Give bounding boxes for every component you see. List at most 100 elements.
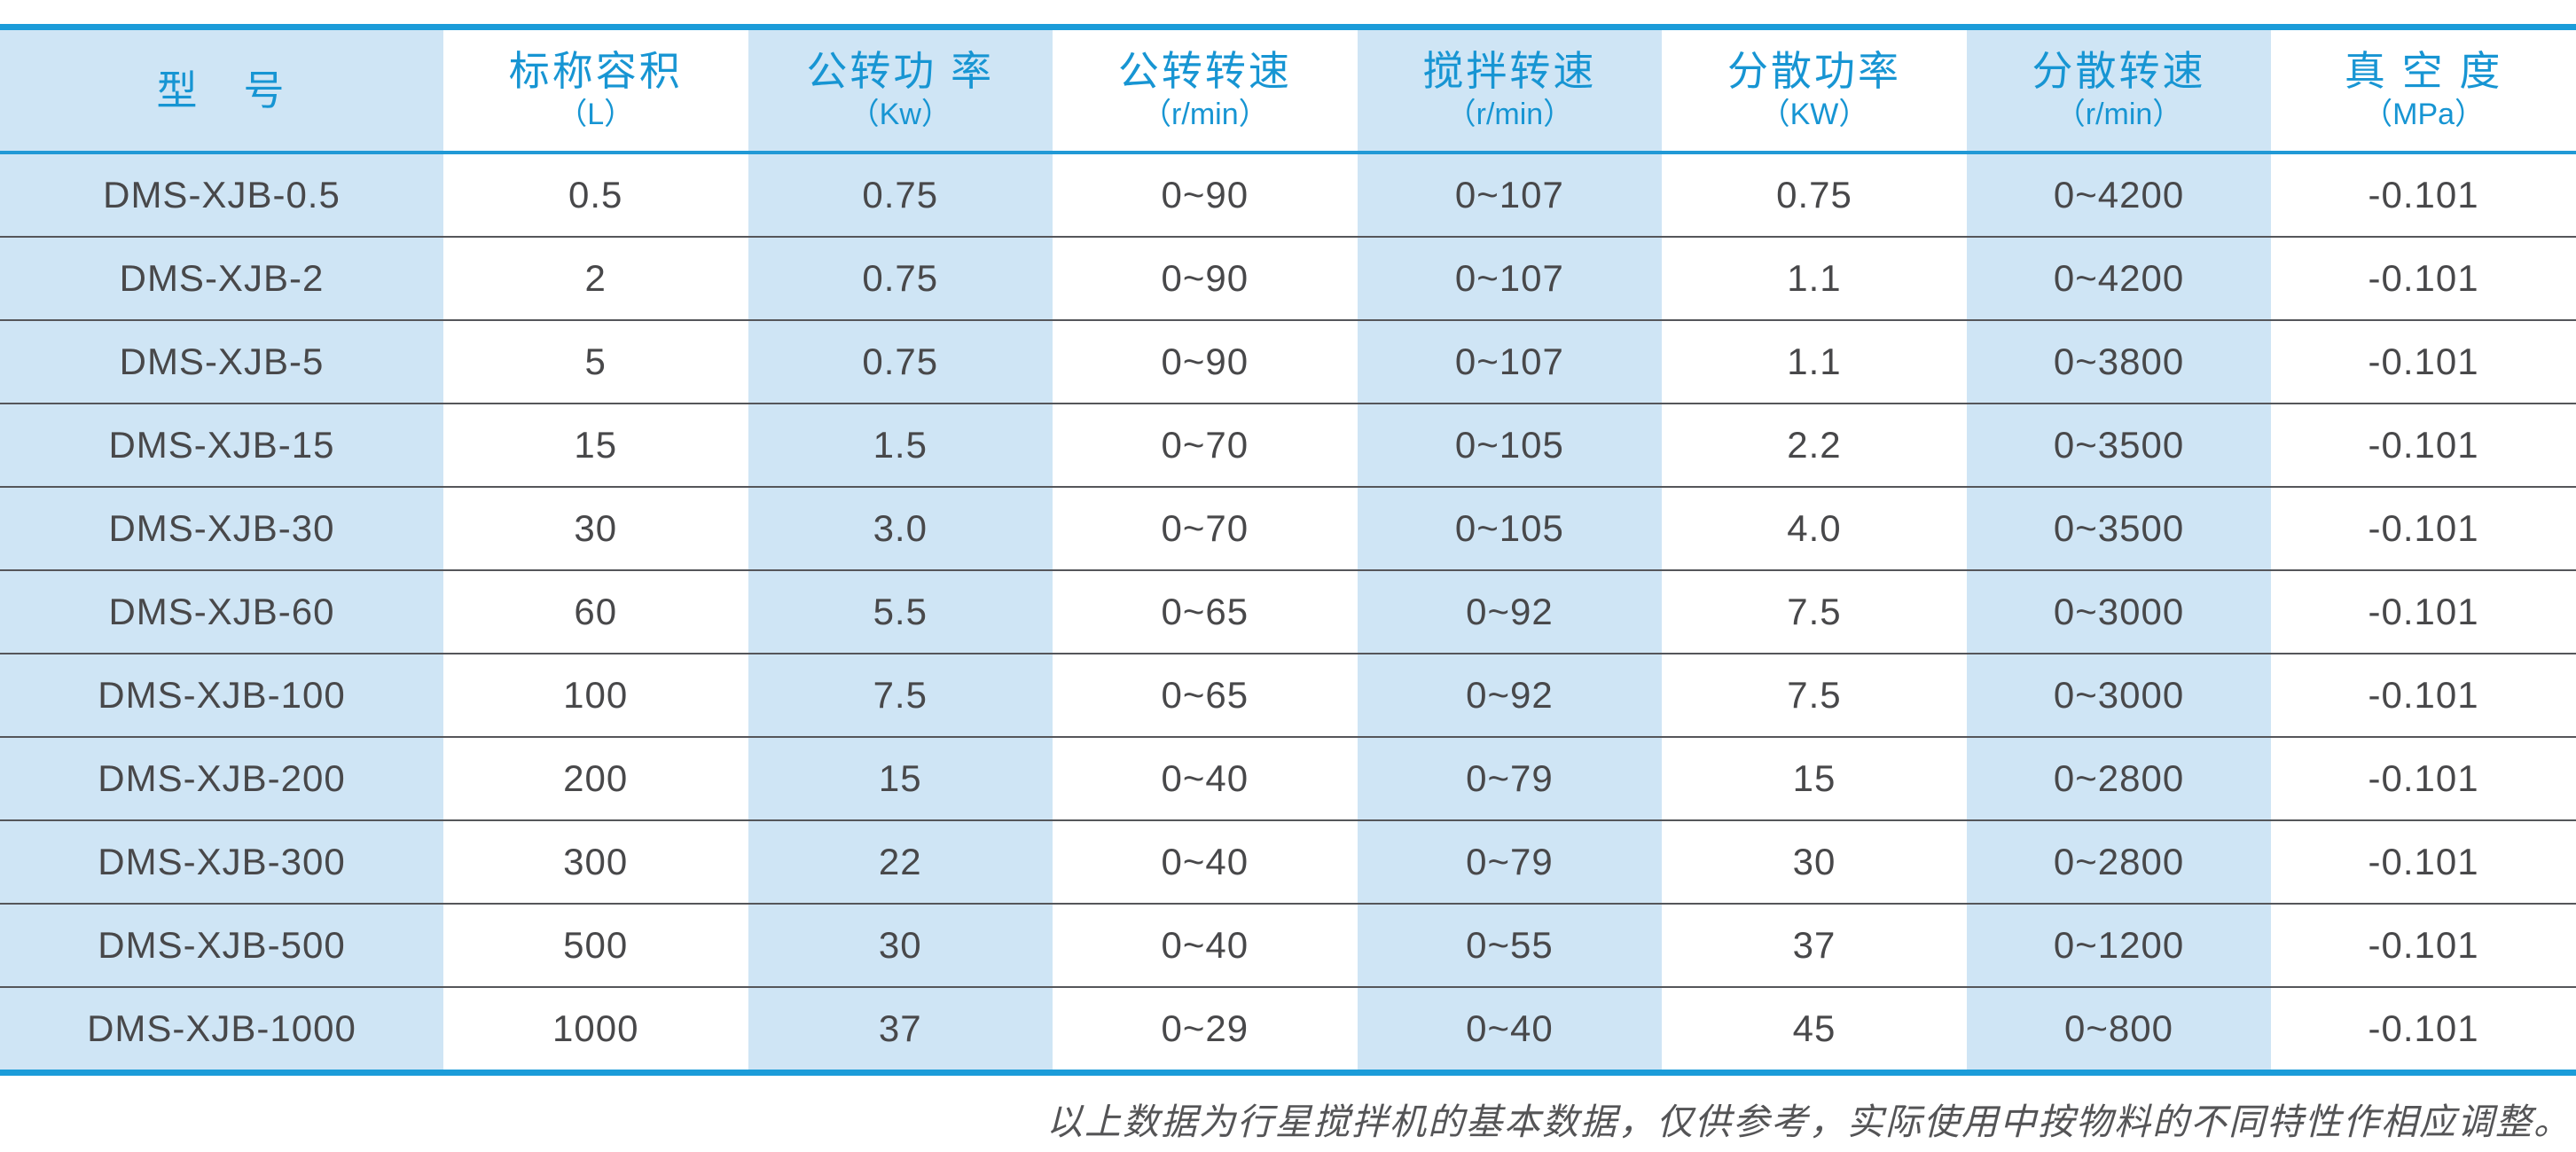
table-header-separator [0, 151, 2576, 154]
table-bottom-border [0, 1070, 2576, 1076]
value-cell: 0.75 [748, 321, 1053, 403]
table-row: DMS-XJB-15 15 1.5 0~70 0~105 2.2 0~3500 -0.101 [0, 403, 2576, 486]
value-cell: 0~107 [1357, 321, 1663, 403]
model-cell: DMS-XJB-100 [0, 654, 443, 736]
value-cell: 0~79 [1357, 738, 1663, 819]
column-header-1: 标称容积 （L） [442, 30, 748, 151]
value-cell: 0~40 [1053, 738, 1358, 819]
value-cell: 0~65 [1053, 654, 1358, 736]
table-top-border [0, 24, 2576, 30]
value-cell: 0~90 [1053, 238, 1358, 319]
value-cell: 1.1 [1662, 321, 1967, 403]
column-header-6: 分散转速 （r/min） [1966, 30, 2272, 151]
value-cell: 15 [748, 738, 1053, 819]
value-cell: 0~40 [1053, 821, 1358, 903]
column-header-5: 分散功率 （KW） [1662, 30, 1967, 151]
value-cell: 4.0 [1662, 488, 1967, 569]
column-header-unit: （MPa） [2362, 98, 2486, 132]
column-header-name: 标称容积 [508, 48, 683, 94]
value-cell: 1000 [442, 988, 748, 1070]
value-cell: 0.75 [748, 154, 1053, 236]
value-cell: 0~3500 [1966, 404, 2272, 486]
model-cell: DMS-XJB-5 [0, 321, 443, 403]
column-header-name: 分散转速 [2032, 48, 2206, 94]
value-cell: -0.101 [2271, 238, 2576, 319]
table-row: DMS-XJB-60 60 5.5 0~65 0~92 7.5 0~3000 -0.101 [0, 569, 2576, 653]
value-cell: 0~3000 [1966, 654, 2272, 736]
value-cell: 7.5 [1662, 654, 1967, 736]
value-cell: 7.5 [748, 654, 1053, 736]
table-row: DMS-XJB-100 100 7.5 0~65 0~92 7.5 0~3000 -0.101 [0, 653, 2576, 736]
value-cell: 300 [442, 821, 748, 903]
column-header-0: 型 号 [0, 30, 443, 151]
value-cell: 0~2800 [1966, 738, 2272, 819]
model-cell: DMS-XJB-30 [0, 488, 443, 569]
column-header-name: 型 号 [156, 67, 287, 114]
table-row: DMS-XJB-0.5 0.5 0.75 0~90 0~107 0.75 0~4200 -0.… [0, 154, 2576, 236]
value-cell: -0.101 [2271, 154, 2576, 236]
model-cell: DMS-XJB-60 [0, 571, 443, 653]
value-cell: 0~4200 [1966, 238, 2272, 319]
value-cell: 60 [442, 571, 748, 653]
column-header-3: 公转转速 （r/min） [1053, 30, 1358, 151]
value-cell: 30 [1662, 821, 1967, 903]
table-row: DMS-XJB-5 5 0.75 0~90 0~107 1.1 0~3800 -0.101 [0, 319, 2576, 403]
value-cell: 15 [1662, 738, 1967, 819]
value-cell: -0.101 [2271, 654, 2576, 736]
value-cell: 1.5 [748, 404, 1053, 486]
value-cell: 0~92 [1357, 571, 1663, 653]
column-header-2: 公转功 率 （Kw） [748, 30, 1053, 151]
value-cell: 100 [442, 654, 748, 736]
table-body: DMS-XJB-0.5 0.5 0.75 0~90 0~107 0.75 0~4200 -0.… [0, 154, 2576, 1070]
value-cell: 7.5 [1662, 571, 1967, 653]
value-cell: 0.5 [442, 154, 748, 236]
value-cell: 0~70 [1053, 404, 1358, 486]
value-cell: 37 [1662, 905, 1967, 986]
value-cell: 0~4200 [1966, 154, 2272, 236]
value-cell: 0~2800 [1966, 821, 2272, 903]
value-cell: 0~107 [1357, 154, 1663, 236]
value-cell: 0~105 [1357, 488, 1663, 569]
table-header-row: 型 号 标称容积 （L） 公转功 率 （Kw） 公转转速 （r/min） 搅拌转速 （r/min… [0, 30, 2576, 151]
table-row: DMS-XJB-2 2 0.75 0~90 0~107 1.1 0~4200 -0.101 [0, 236, 2576, 319]
model-cell: DMS-XJB-1000 [0, 988, 443, 1070]
model-cell: DMS-XJB-200 [0, 738, 443, 819]
table-row: DMS-XJB-1000 1000 37 0~29 0~40 45 0~800 -0.101 [0, 986, 2576, 1070]
model-cell: DMS-XJB-2 [0, 238, 443, 319]
column-header-7: 真 空 度 （MPa） [2271, 30, 2576, 151]
value-cell: 0~90 [1053, 321, 1358, 403]
value-cell: 0~92 [1357, 654, 1663, 736]
value-cell: 30 [442, 488, 748, 569]
value-cell: -0.101 [2271, 988, 2576, 1070]
column-header-unit: （Kw） [849, 98, 951, 132]
value-cell: 0~90 [1053, 154, 1358, 236]
column-header-name: 公转转速 [1117, 48, 1292, 94]
value-cell: -0.101 [2271, 571, 2576, 653]
value-cell: -0.101 [2271, 738, 2576, 819]
value-cell: 0.75 [748, 238, 1053, 319]
value-cell: -0.101 [2271, 488, 2576, 569]
model-cell: DMS-XJB-500 [0, 905, 443, 986]
table-row: DMS-XJB-200 200 15 0~40 0~79 15 0~2800 -0.101 [0, 736, 2576, 819]
value-cell: 0~3500 [1966, 488, 2272, 569]
value-cell: 0~70 [1053, 488, 1358, 569]
value-cell: 0~107 [1357, 238, 1663, 319]
value-cell: 0~40 [1357, 988, 1663, 1070]
value-cell: 2 [442, 238, 748, 319]
value-cell: -0.101 [2271, 321, 2576, 403]
column-header-name: 搅拌转速 [1422, 48, 1597, 94]
value-cell: 0~800 [1966, 988, 2272, 1070]
value-cell: 0~3800 [1966, 321, 2272, 403]
column-header-unit: （KW） [1759, 98, 1869, 132]
value-cell: 15 [442, 404, 748, 486]
footer-note: 以上数据为行星搅拌机的基本数据，仅供参考，实际使用中按物料的不同特性作相应调整。 [1046, 1101, 2572, 1143]
value-cell: 0~3000 [1966, 571, 2272, 653]
value-cell: 5 [442, 321, 748, 403]
column-header-unit: （L） [557, 98, 635, 132]
table-row: DMS-XJB-500 500 30 0~40 0~55 37 0~1200 -0.101 [0, 903, 2576, 986]
value-cell: 0~65 [1053, 571, 1358, 653]
value-cell: -0.101 [2271, 821, 2576, 903]
column-header-unit: （r/min） [1445, 98, 1574, 132]
value-cell: 0~1200 [1966, 905, 2272, 986]
